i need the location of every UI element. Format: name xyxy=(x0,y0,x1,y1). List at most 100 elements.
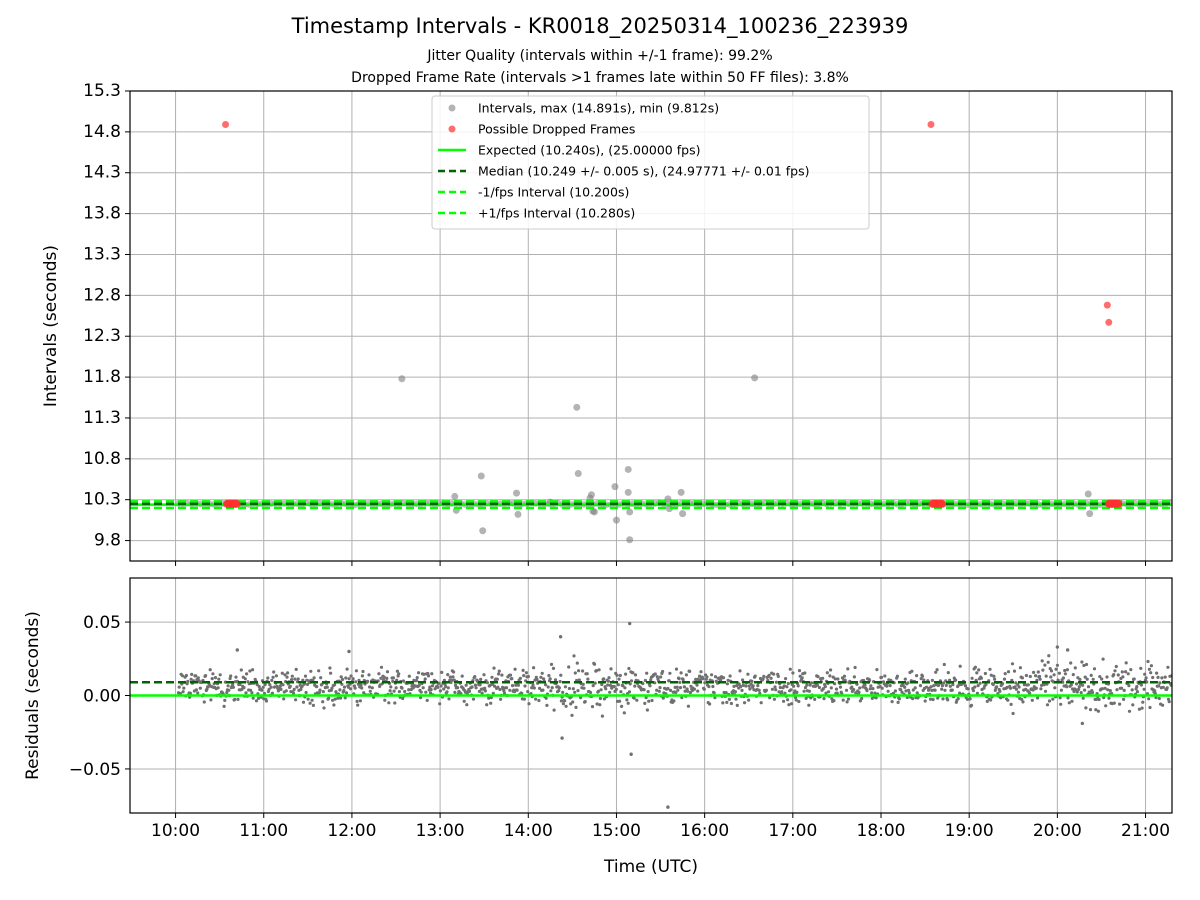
residual-point xyxy=(244,691,248,695)
interval-outlier-point xyxy=(574,470,582,478)
residual-point xyxy=(330,686,334,690)
residual-point xyxy=(1045,703,1050,707)
residual-point xyxy=(415,679,419,683)
residual-point xyxy=(635,698,639,702)
residual-point xyxy=(696,689,700,693)
residual-point xyxy=(666,686,670,691)
residual-point xyxy=(728,674,732,678)
residual-point xyxy=(559,673,563,677)
residual-point xyxy=(975,691,980,696)
residual-point xyxy=(535,677,539,682)
residual-point xyxy=(395,669,399,673)
residual-point xyxy=(772,672,776,676)
bottom-xtick-label-7: 17:00 xyxy=(768,821,817,841)
residual-point xyxy=(721,701,725,705)
residual-point xyxy=(483,686,487,690)
residual-point xyxy=(387,701,391,705)
residual-point xyxy=(1148,705,1152,710)
residual-point xyxy=(713,675,718,679)
residual-point xyxy=(676,688,680,692)
residual-point xyxy=(385,676,389,681)
residual-point xyxy=(984,682,988,687)
residual-point xyxy=(549,662,554,667)
residual-point xyxy=(1016,690,1021,694)
residual-point xyxy=(1142,687,1146,691)
residual-outlier-point xyxy=(627,621,632,626)
residual-point xyxy=(803,686,808,690)
residual-point xyxy=(1078,677,1082,682)
residual-outlier-point xyxy=(1080,721,1085,726)
residual-point xyxy=(1086,685,1091,689)
residual-point xyxy=(1100,687,1104,691)
residual-point xyxy=(785,685,789,689)
residual-point xyxy=(817,685,822,690)
residual-point xyxy=(332,703,336,707)
residual-point xyxy=(1034,674,1038,678)
residual-point xyxy=(870,696,874,701)
residual-point xyxy=(1130,688,1134,692)
residual-point xyxy=(351,677,355,681)
residual-point xyxy=(401,696,405,701)
residual-point xyxy=(590,705,595,709)
residual-point xyxy=(321,690,325,694)
residual-point xyxy=(282,697,286,701)
residual-point xyxy=(385,670,390,674)
residual-point xyxy=(1091,677,1095,681)
residual-point xyxy=(1006,698,1010,702)
residual-point xyxy=(618,673,622,678)
residual-point xyxy=(1096,709,1100,713)
residual-point xyxy=(787,703,791,707)
residual-point xyxy=(563,685,568,689)
top-ytick-label-3: 11.3 xyxy=(83,408,121,428)
residual-point xyxy=(499,697,503,701)
residual-point xyxy=(243,677,247,681)
residual-point xyxy=(360,674,364,678)
residual-point xyxy=(194,688,198,692)
residual-point xyxy=(1160,676,1164,680)
residual-point xyxy=(725,700,729,705)
residual-point xyxy=(653,672,657,676)
residual-point xyxy=(532,666,536,670)
residual-point xyxy=(315,685,319,689)
residual-point xyxy=(923,699,927,703)
residual-point xyxy=(1043,663,1047,667)
bottom-ytick-label-1: 0.00 xyxy=(83,687,121,707)
residual-point xyxy=(591,684,595,688)
residual-point xyxy=(684,673,689,677)
residual-point xyxy=(699,670,703,674)
residual-point xyxy=(751,684,755,688)
residual-point xyxy=(490,675,494,679)
residual-point xyxy=(487,696,491,700)
residual-point xyxy=(292,687,296,692)
residual-point xyxy=(1020,676,1024,680)
residual-point xyxy=(334,690,338,694)
residual-point xyxy=(266,676,270,680)
residual-point xyxy=(440,670,444,675)
residual-point xyxy=(600,714,605,718)
residual-point xyxy=(733,690,738,694)
residual-point xyxy=(216,686,220,690)
residual-point xyxy=(1017,685,1021,689)
residual-point xyxy=(1157,684,1161,688)
residual-point xyxy=(218,673,222,677)
residual-point xyxy=(538,686,542,691)
residual-point xyxy=(614,687,618,692)
residual-point xyxy=(1052,673,1056,677)
residual-point xyxy=(928,697,933,701)
residual-point xyxy=(701,677,705,681)
residual-point xyxy=(710,673,714,677)
residual-point xyxy=(544,696,548,700)
residual-point xyxy=(317,669,321,673)
residual-point xyxy=(807,703,811,707)
residual-point xyxy=(317,691,321,695)
residual-point xyxy=(1009,702,1013,707)
residual-point xyxy=(271,675,275,679)
residual-point xyxy=(978,681,982,685)
residual-point xyxy=(890,700,894,704)
residual-point xyxy=(942,662,946,667)
residual-point xyxy=(1167,700,1171,704)
residual-point xyxy=(290,674,294,678)
residual-point xyxy=(784,677,788,681)
residual-point xyxy=(500,673,504,677)
residual-point xyxy=(1083,675,1087,679)
